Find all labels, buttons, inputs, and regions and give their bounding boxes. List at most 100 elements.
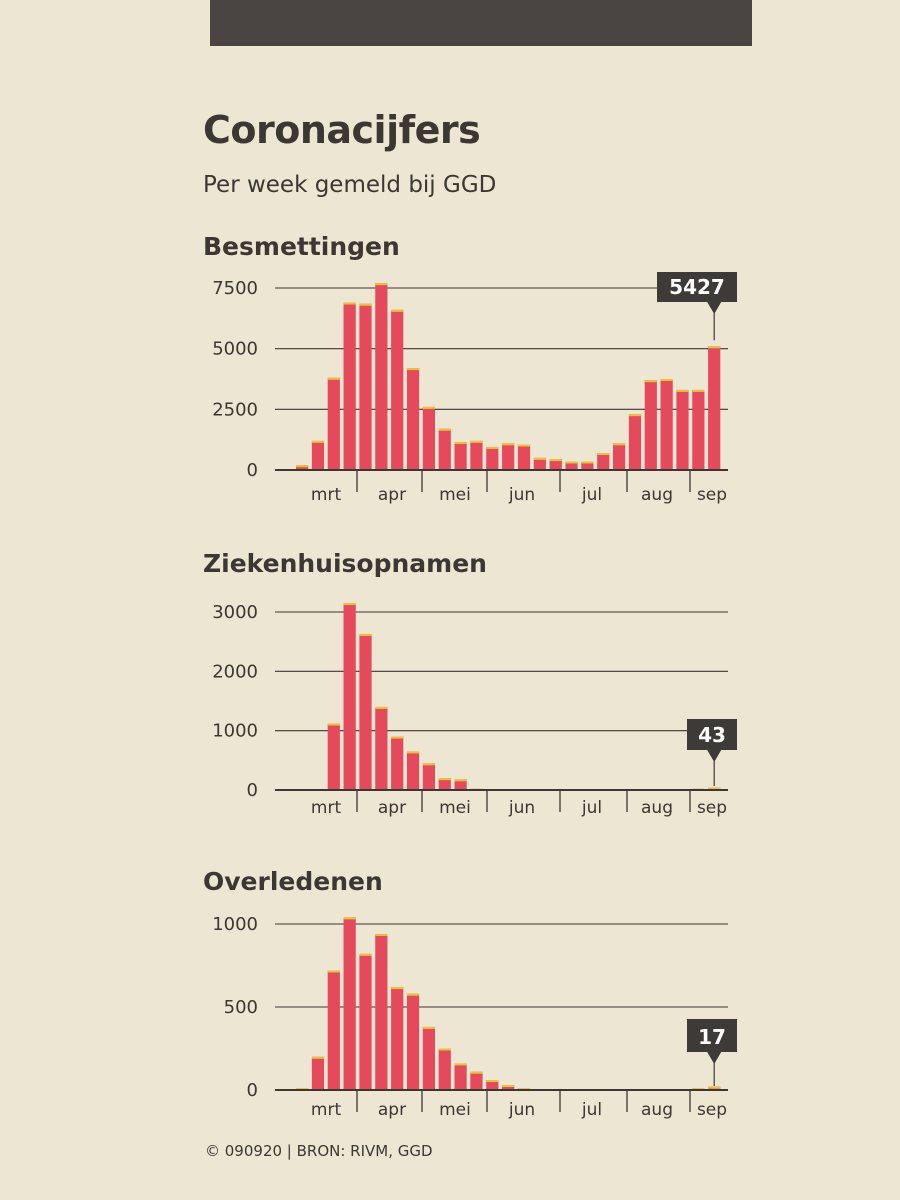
source-credit: © 090920 | BRON: RIVM, GGD [205,1142,433,1160]
bar [327,723,340,790]
bar-top [644,380,657,383]
bar [454,779,467,790]
bar [486,446,499,470]
month-label: jun [508,798,535,818]
bar [343,302,356,470]
bar-top [343,917,356,920]
bar-top [375,283,388,286]
bar [628,414,642,470]
bar [359,953,372,1090]
bar-top [422,763,435,766]
bar [692,389,705,470]
bar [470,440,483,470]
y-tick-label: 2500 [212,399,258,420]
callout-box [687,719,737,750]
bar-top [327,377,340,380]
bar-top [327,723,340,726]
month-label: sep [697,485,727,505]
bar [391,736,404,790]
bar [359,633,372,790]
callout-pointer [707,302,722,314]
month-label: mei [439,798,471,818]
bar [422,763,435,790]
bar-top [422,1026,435,1029]
bar-top [311,440,325,443]
bar [311,440,325,470]
bar [375,283,388,470]
y-tick-label: 2000 [212,661,258,682]
bar-top [438,428,451,431]
bar [406,751,420,790]
bar-top [517,444,531,447]
bar-top [343,603,356,606]
bar [327,970,340,1090]
bar-top [406,751,420,754]
bar-top [470,440,483,443]
bar-top [422,406,435,409]
bar-top [613,443,626,446]
bar [438,1048,451,1090]
callout-value: 17 [698,1025,726,1049]
bar-top [375,933,388,936]
bar-top [628,414,642,417]
bar [565,461,578,470]
bar-top [660,379,673,381]
bar [296,465,309,470]
bar-top [391,309,404,312]
month-label: sep [697,1100,727,1120]
callout-value: 5427 [669,275,725,299]
month-label: aug [641,798,673,818]
chart-title: Ziekenhuisopnamen [203,549,487,578]
month-label: mrt [311,485,342,505]
bar [406,368,420,470]
bar-top [454,779,467,782]
bar-top [296,465,309,468]
callout-pointer [707,750,722,762]
callout-box [687,1019,737,1052]
top-image-bar [210,0,752,46]
month-label: jun [508,1100,535,1120]
bar-top [581,461,594,464]
bar [708,346,721,470]
callout-value: 43 [698,723,726,747]
bar [375,933,388,1090]
bar-top [502,1085,515,1088]
bar-top [597,453,610,456]
bar [502,1085,515,1090]
month-label: mei [439,485,471,505]
bar [311,1056,325,1090]
bar [438,428,451,470]
y-tick-label: 5000 [212,339,258,360]
bar-top [692,389,705,392]
month-label: jun [508,485,535,505]
bar [375,706,388,790]
callout-pointer [707,1052,722,1064]
month-label: jul [581,798,602,818]
month-label: apr [378,485,406,505]
y-tick-label: 7500 [212,278,258,299]
bar-top [359,633,372,636]
month-label: mei [439,1100,471,1120]
month-label: sep [697,798,727,818]
bar-top [454,442,467,445]
bar-top [533,457,546,460]
bar-top [486,446,499,449]
chart-title: Besmettingen [203,232,400,261]
bar-top [391,987,404,990]
bar-top [406,368,420,371]
bar-top [549,459,562,462]
bar [486,1080,499,1090]
y-tick-label: 500 [224,997,258,1018]
bar [644,380,657,470]
bar-top [391,736,404,739]
bar-top [406,993,420,996]
bar-top [311,1056,325,1059]
bar [438,778,451,790]
bar-top [438,1048,451,1051]
bar-top [676,389,689,392]
y-tick-label: 0 [247,460,258,481]
bar [343,917,356,1090]
bar [517,444,531,470]
bar-top [708,787,721,790]
